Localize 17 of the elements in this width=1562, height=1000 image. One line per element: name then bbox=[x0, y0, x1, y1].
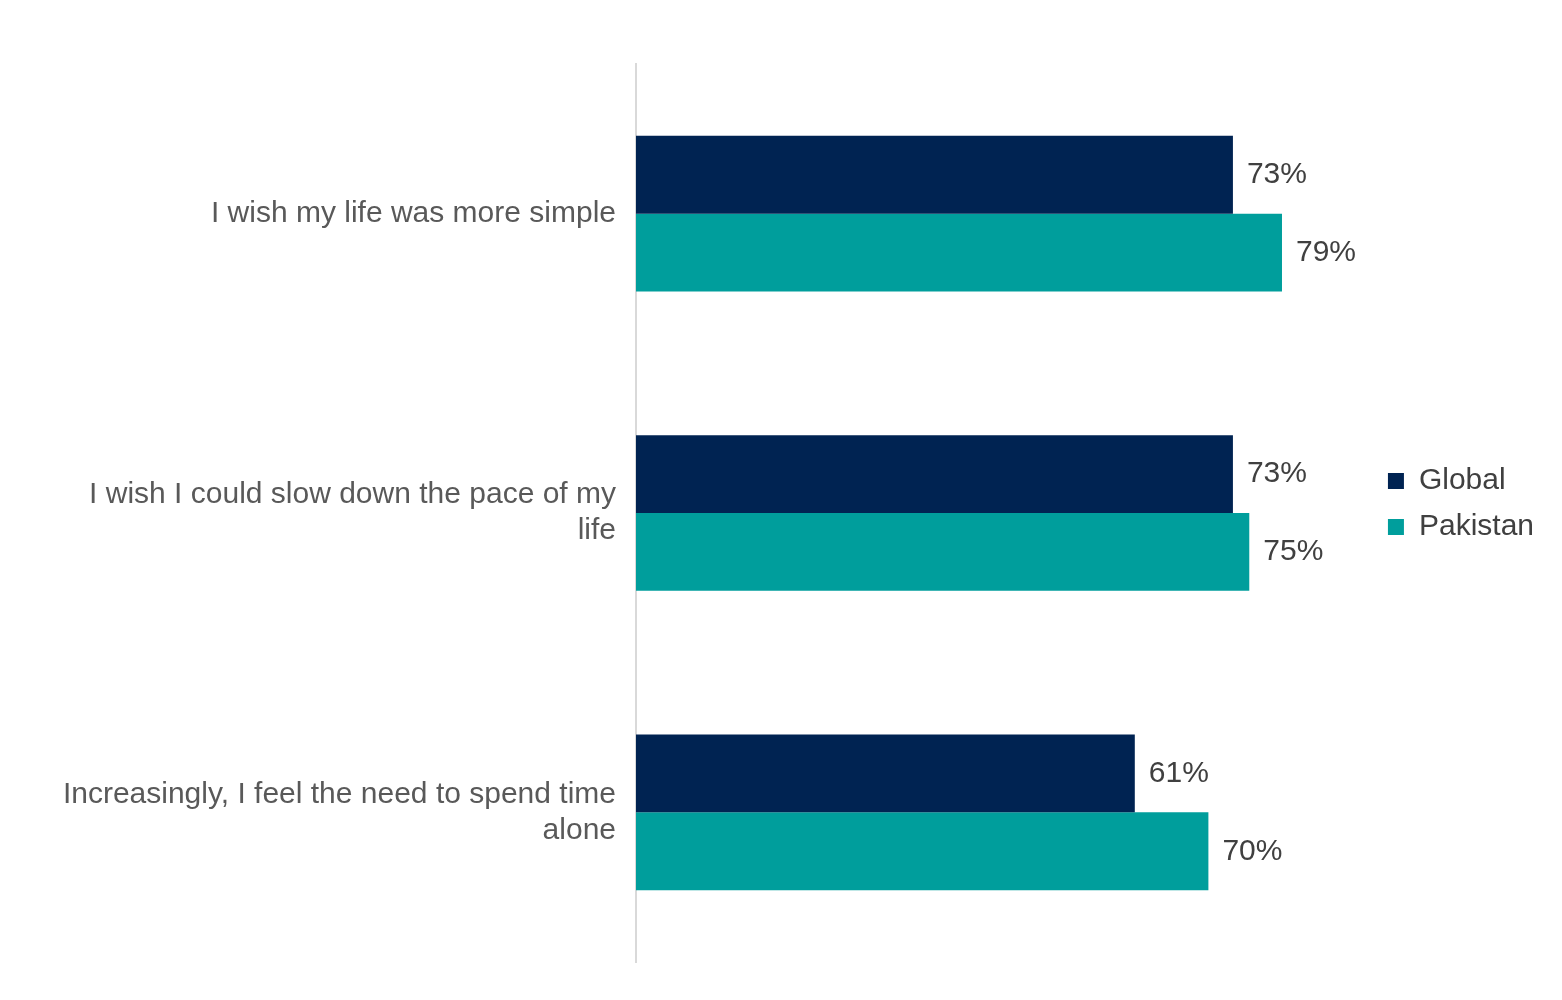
data-label: 75% bbox=[1263, 533, 1324, 567]
data-label: 61% bbox=[1148, 754, 1209, 788]
legend-label: Global bbox=[1418, 462, 1506, 496]
data-label: 70% bbox=[1222, 832, 1283, 866]
bar bbox=[636, 435, 1233, 513]
data-label: 73% bbox=[1246, 156, 1307, 190]
bar bbox=[636, 812, 1209, 891]
y-tick-label: I wish I could slow down the pace of my life bbox=[89, 476, 616, 546]
data-label: 79% bbox=[1295, 233, 1357, 267]
y-tick-label: Increasingly, I feel the need to spend time alone bbox=[62, 775, 616, 845]
bar bbox=[636, 213, 1282, 292]
bar bbox=[636, 734, 1135, 813]
bar bbox=[636, 513, 1250, 591]
y-tick-label: I wish my life was more simple bbox=[210, 194, 616, 228]
bar bbox=[636, 135, 1233, 214]
data-label: 73% bbox=[1246, 455, 1307, 489]
legend-label: Pakistan bbox=[1418, 508, 1535, 542]
